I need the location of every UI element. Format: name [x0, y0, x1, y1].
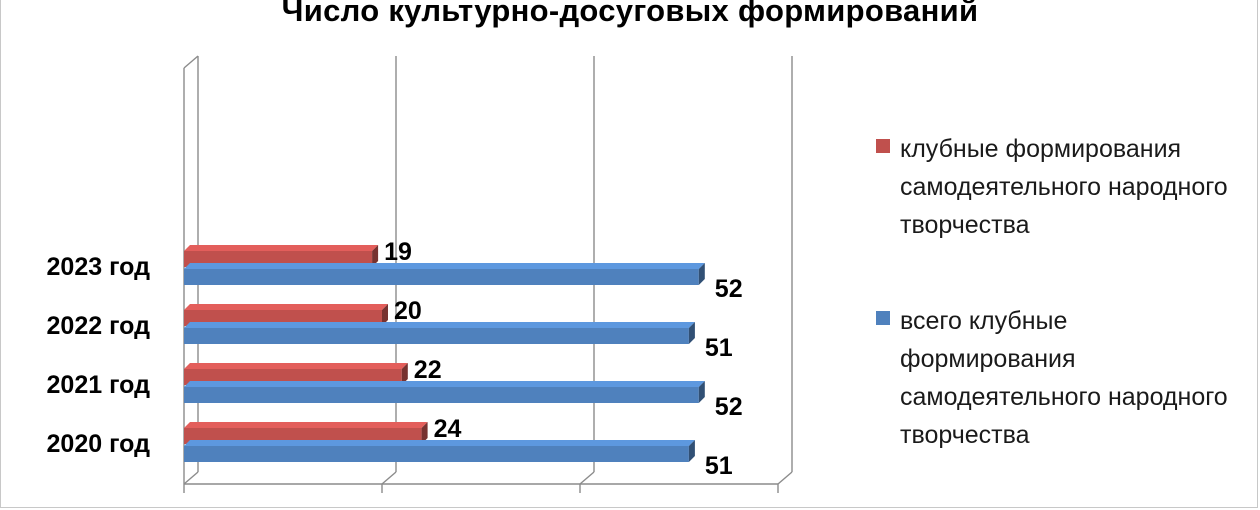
bar-blue-end [688, 322, 695, 344]
bar-blue [184, 387, 699, 403]
category-label: 2021 год [47, 371, 151, 399]
bar-blue-end [698, 381, 705, 403]
data-label: 22 [414, 356, 442, 384]
category-label: 2020 год [47, 430, 151, 458]
data-label: 24 [434, 415, 462, 443]
floor-depth-line [777, 471, 793, 485]
category-label: 2023 год [47, 253, 151, 281]
bar-red-end [382, 304, 388, 326]
bar-red-end [421, 422, 428, 444]
bar-blue [184, 328, 689, 344]
data-label: 52 [715, 275, 743, 303]
data-label: 51 [705, 452, 733, 480]
category-label: 2022 год [47, 312, 151, 340]
legend-swatch-red [876, 139, 890, 153]
bar-red-top [184, 363, 408, 369]
floor-depth-line [381, 471, 397, 485]
bar-blue-end [698, 263, 705, 285]
floor-depth-line [183, 471, 199, 485]
floor-depth-line [579, 471, 595, 485]
data-label: 20 [394, 297, 422, 325]
legend-label: всего клубные формирования самодеятельно… [900, 307, 1228, 449]
legend-item-club-formations: клубные формирования самодеятельного нар… [876, 130, 1240, 244]
bar-red-end [372, 245, 379, 267]
bar-red-top [184, 245, 379, 251]
bar-blue-top [184, 440, 695, 446]
chart-title: Число культурно-досуговых формирований [281, 0, 979, 28]
bar-blue-end [688, 440, 695, 462]
legend-item-total-club-formations: всего клубные формирования самодеятельно… [876, 302, 1240, 454]
data-label: 19 [384, 238, 412, 266]
data-label: 51 [705, 334, 733, 362]
bar-red-top [184, 422, 428, 428]
bar-blue-top [184, 263, 705, 269]
legend-label: клубные формирования самодеятельного нар… [900, 135, 1228, 239]
bar-red-top [184, 304, 388, 310]
bar-blue-top [184, 381, 705, 387]
bar-blue-top [184, 322, 695, 328]
data-label: 52 [715, 393, 743, 421]
wall-depth-line [183, 55, 199, 69]
bar-blue [184, 446, 689, 462]
bar-red-end [401, 363, 408, 385]
legend-swatch-blue [876, 311, 890, 325]
bar-blue [184, 269, 699, 285]
